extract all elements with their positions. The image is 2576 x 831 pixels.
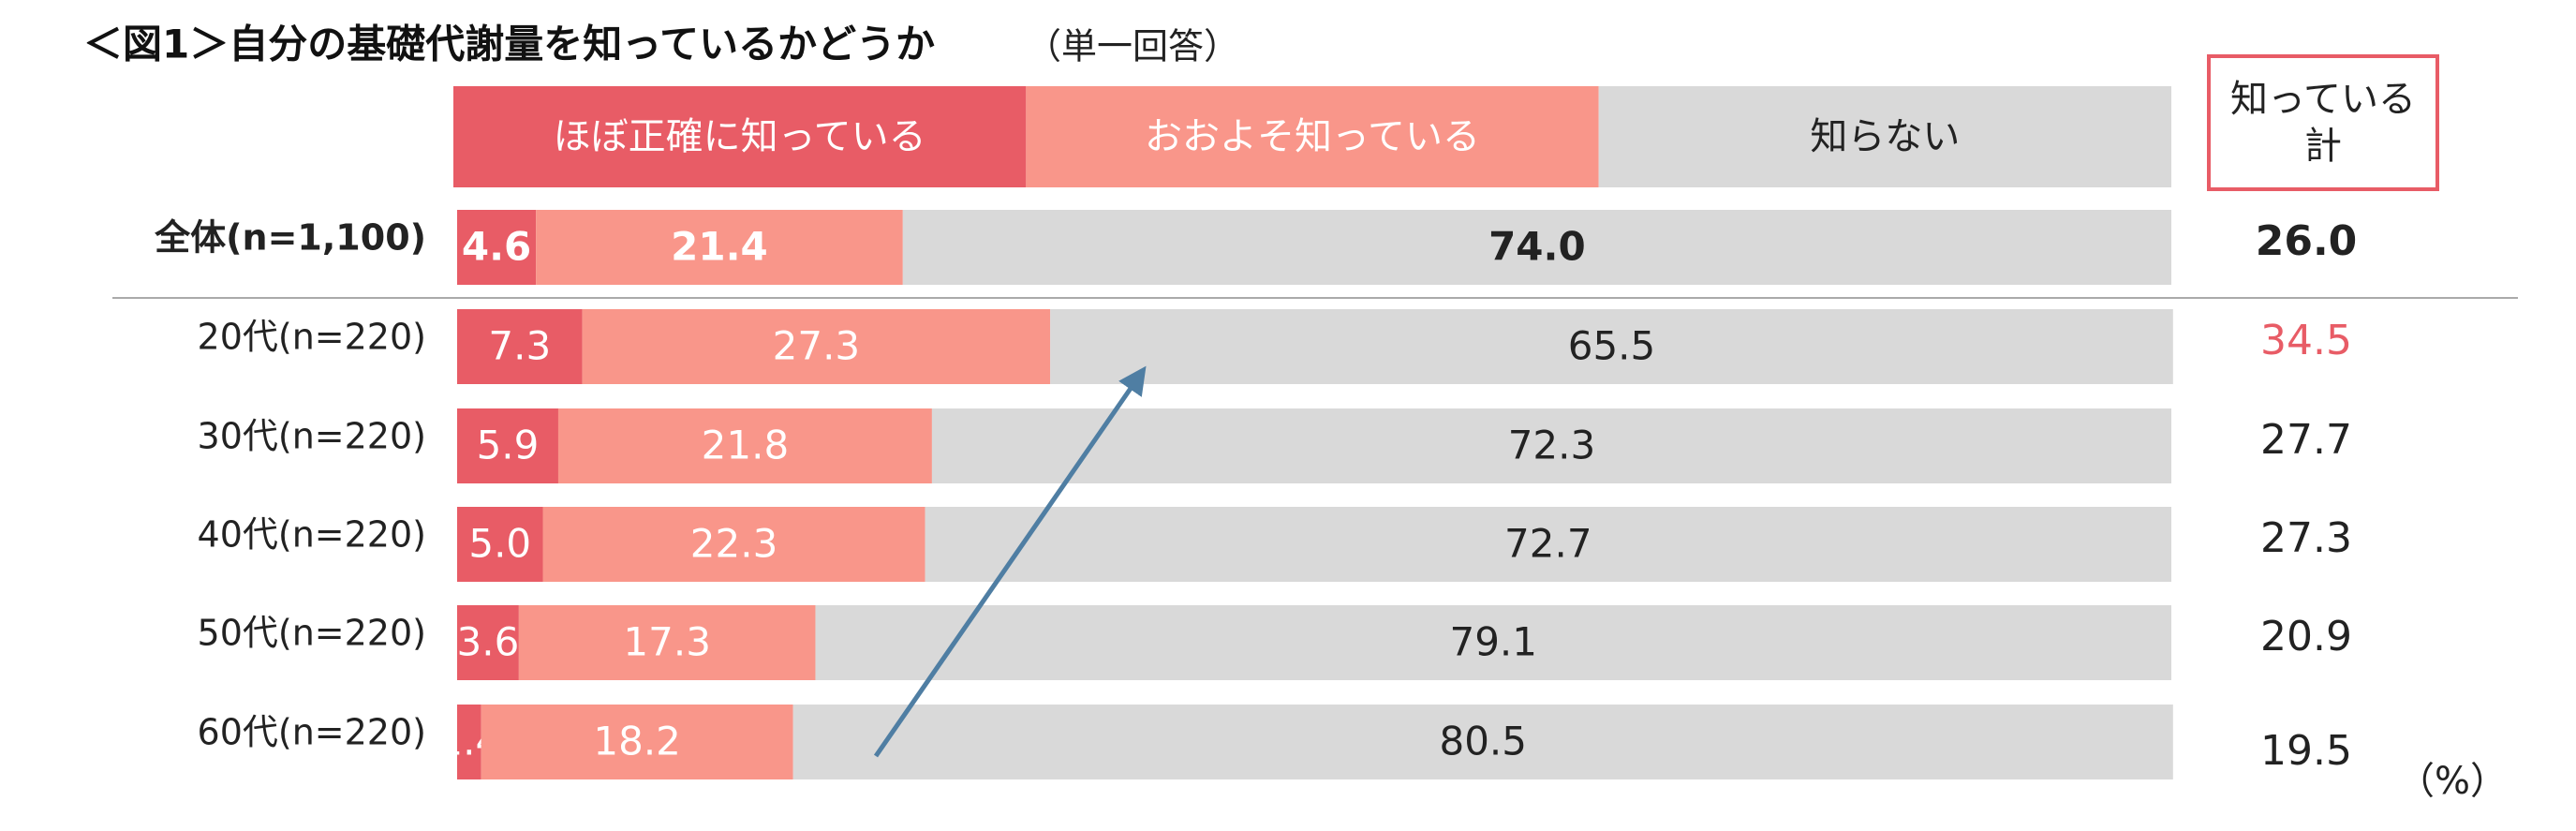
total-header-text: 知っている計 bbox=[2230, 78, 2416, 168]
data-label: 7.3 bbox=[488, 323, 551, 369]
trend-arrow bbox=[873, 365, 1147, 758]
total-label: 26.0 bbox=[2256, 217, 2358, 265]
data-label: 72.3 bbox=[1508, 423, 1596, 468]
chart-title: ＜図1＞自分の基礎代謝量を知っているかどうか bbox=[83, 22, 935, 67]
data-label: 4.6 bbox=[462, 224, 531, 270]
category-label: 全体(n=1,100) bbox=[154, 217, 426, 259]
legend-swatch bbox=[453, 86, 1027, 187]
bar-segment bbox=[481, 705, 793, 779]
data-label: 21.8 bbox=[702, 423, 790, 468]
data-label: 80.5 bbox=[1439, 719, 1527, 764]
total-label: 34.5 bbox=[2260, 317, 2352, 364]
data-label: 74.0 bbox=[1488, 224, 1586, 270]
data-label: 5.0 bbox=[468, 521, 531, 567]
category-label: 20代(n=220) bbox=[198, 317, 426, 358]
data-label: 27.3 bbox=[773, 323, 861, 369]
data-label: 5.9 bbox=[477, 423, 540, 468]
data-label: 3.6 bbox=[457, 619, 520, 665]
bar-segment bbox=[457, 210, 537, 285]
data-label: 65.5 bbox=[1568, 323, 1656, 369]
total-label: 20.9 bbox=[2260, 613, 2352, 660]
bar-segment bbox=[457, 309, 583, 384]
bar-segment bbox=[518, 605, 816, 680]
bar-segment bbox=[557, 408, 932, 483]
bar-segment bbox=[582, 309, 1051, 384]
total-label: 19.5 bbox=[2260, 727, 2352, 775]
data-label: 72.7 bbox=[1504, 521, 1592, 567]
bar-segment bbox=[815, 605, 2171, 680]
category-label: 60代(n=220) bbox=[198, 712, 426, 753]
legend-label: ほぼ正確に知っている bbox=[554, 115, 926, 158]
chart-subtitle: （単一回答） bbox=[1026, 26, 1239, 67]
legend-swatch bbox=[1026, 86, 1599, 187]
bar-segment bbox=[1050, 309, 2173, 384]
total-header: 知っている計 bbox=[2207, 54, 2439, 191]
bar-segment bbox=[457, 507, 543, 582]
bar-segment bbox=[902, 210, 2171, 285]
bar-segment bbox=[542, 507, 925, 582]
data-label: 21.4 bbox=[671, 224, 768, 270]
bar-segment bbox=[457, 605, 519, 680]
bar-segment bbox=[457, 408, 558, 483]
total-label: 27.7 bbox=[2260, 416, 2352, 464]
data-label: 79.1 bbox=[1449, 619, 1537, 665]
data-label: 17.3 bbox=[623, 619, 711, 665]
bar-segment bbox=[457, 705, 481, 779]
unit-label: （%） bbox=[2397, 760, 2508, 803]
legend-label: おおよそ知っている bbox=[1145, 115, 1480, 158]
bar-segment bbox=[931, 408, 2172, 483]
bar-segment bbox=[536, 210, 903, 285]
bar-segment bbox=[925, 507, 2171, 582]
legend-label: 知らない bbox=[1810, 115, 1960, 158]
data-label: 18.2 bbox=[593, 719, 681, 764]
category-label: 40代(n=220) bbox=[198, 514, 426, 556]
category-label: 50代(n=220) bbox=[198, 613, 426, 654]
category-label: 30代(n=220) bbox=[198, 416, 426, 457]
bar-segment bbox=[792, 705, 2173, 779]
data-label: 22.3 bbox=[690, 521, 778, 567]
legend-swatch bbox=[1598, 86, 2171, 187]
total-label: 27.3 bbox=[2260, 514, 2352, 562]
